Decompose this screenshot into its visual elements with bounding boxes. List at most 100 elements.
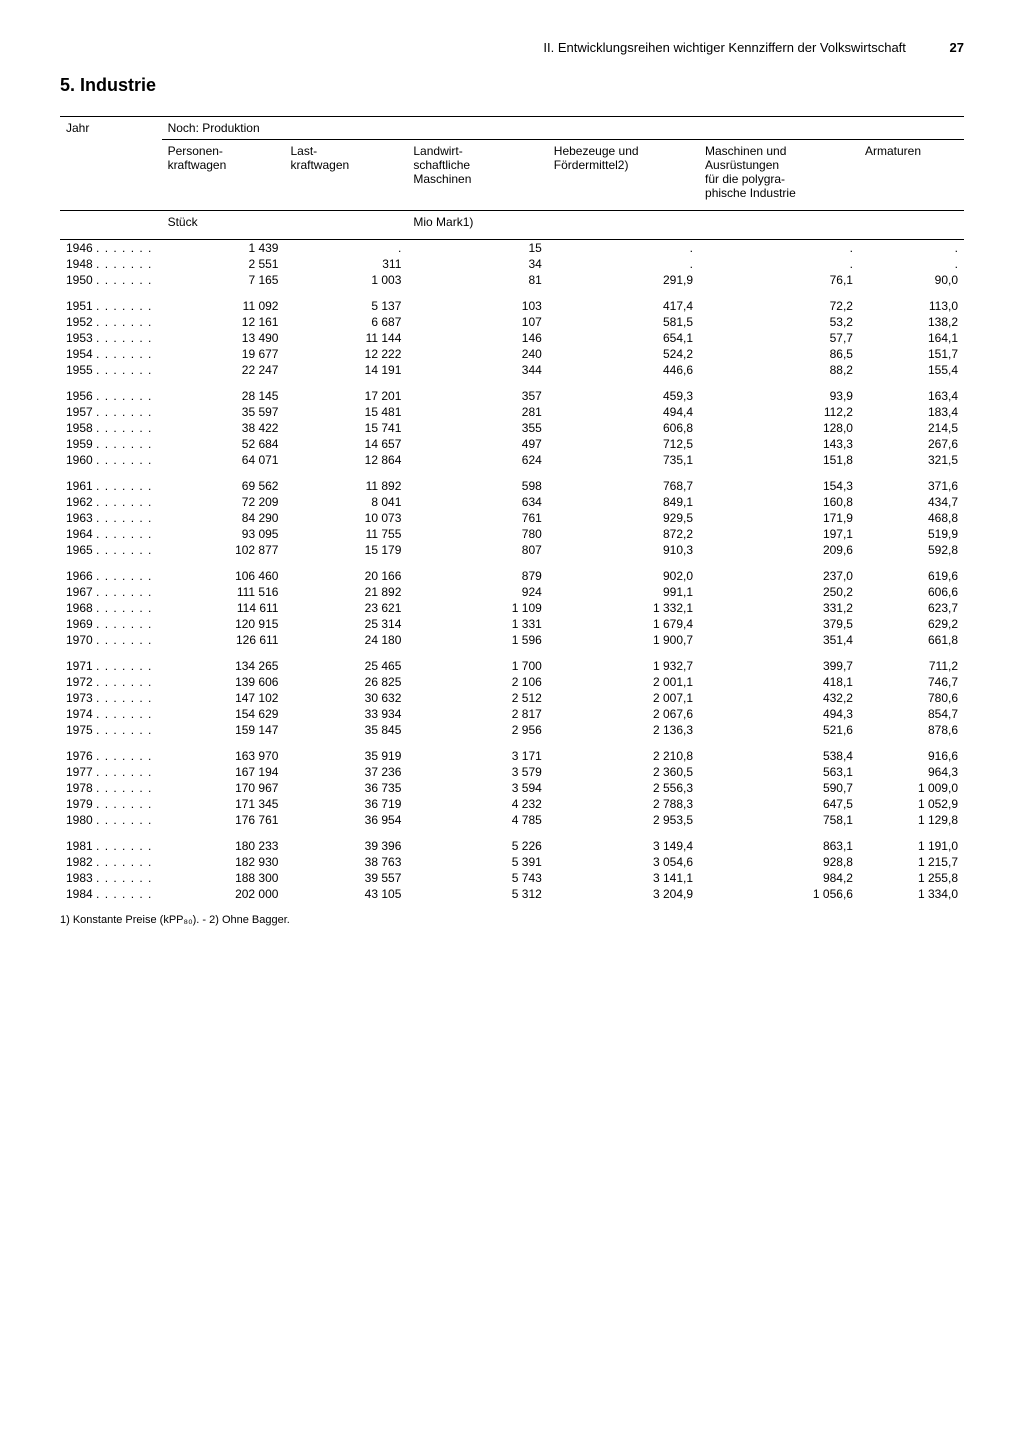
value-cell: 5 743 <box>407 870 547 886</box>
table-row: 1966 . . . . . . .106 46020 166879902,02… <box>60 568 964 584</box>
table-row: 1980 . . . . . . .176 76136 9544 7852 95… <box>60 812 964 828</box>
value-cell: 854,7 <box>859 706 964 722</box>
value-cell: 2 551 <box>162 256 285 272</box>
value-cell: 2 512 <box>407 690 547 706</box>
value-cell: 1 129,8 <box>859 812 964 828</box>
value-cell: 188 300 <box>162 870 285 886</box>
value-cell: 128,0 <box>699 420 859 436</box>
table-row: 1952 . . . . . . .12 1616 687107581,553,… <box>60 314 964 330</box>
value-cell: 5 137 <box>284 298 407 314</box>
table-row: 1962 . . . . . . .72 2098 041634849,1160… <box>60 494 964 510</box>
value-cell: 155,4 <box>859 362 964 378</box>
value-cell: 3 141,1 <box>548 870 699 886</box>
value-cell: 147 102 <box>162 690 285 706</box>
value-cell: 629,2 <box>859 616 964 632</box>
value-cell: 984,2 <box>699 870 859 886</box>
year-cell: 1968 . . . . . . . <box>60 600 162 616</box>
value-cell: 497 <box>407 436 547 452</box>
value-cell: 171 345 <box>162 796 285 812</box>
value-cell: 849,1 <box>548 494 699 510</box>
page-number: 27 <box>950 40 964 55</box>
col-header: Personen- kraftwagen <box>162 140 285 211</box>
value-cell: 14 657 <box>284 436 407 452</box>
col-year: Jahr <box>60 117 162 211</box>
value-cell: 3 149,4 <box>548 838 699 854</box>
table-row: 1982 . . . . . . .182 93038 7635 3913 05… <box>60 854 964 870</box>
value-cell: . <box>699 240 859 257</box>
value-cell: 2 067,6 <box>548 706 699 722</box>
value-cell: 321,5 <box>859 452 964 468</box>
value-cell: 36 719 <box>284 796 407 812</box>
value-cell: 111 516 <box>162 584 285 600</box>
value-cell: 634 <box>407 494 547 510</box>
value-cell: 606,8 <box>548 420 699 436</box>
table-row: 1967 . . . . . . .111 51621 892924991,12… <box>60 584 964 600</box>
footnote: 1) Konstante Preise (kPP₈₀). - 2) Ohne B… <box>60 914 964 926</box>
value-cell: 3 579 <box>407 764 547 780</box>
value-cell: 35 845 <box>284 722 407 738</box>
table-row: 1956 . . . . . . .28 14517 201357459,393… <box>60 388 964 404</box>
value-cell: 1 332,1 <box>548 600 699 616</box>
value-cell: 1 331 <box>407 616 547 632</box>
value-cell: 351,4 <box>699 632 859 648</box>
value-cell: 107 <box>407 314 547 330</box>
value-cell: 36 735 <box>284 780 407 796</box>
year-cell: 1970 . . . . . . . <box>60 632 162 648</box>
value-cell: 768,7 <box>548 478 699 494</box>
value-cell: 167 194 <box>162 764 285 780</box>
value-cell: 5 312 <box>407 886 547 902</box>
value-cell: 170 967 <box>162 780 285 796</box>
value-cell: 209,6 <box>699 542 859 558</box>
year-cell: 1977 . . . . . . . <box>60 764 162 780</box>
year-cell: 1973 . . . . . . . <box>60 690 162 706</box>
value-cell: 240 <box>407 346 547 362</box>
value-cell: 3 204,9 <box>548 886 699 902</box>
value-cell: 538,4 <box>699 748 859 764</box>
value-cell: 4 232 <box>407 796 547 812</box>
value-cell: 1 109 <box>407 600 547 616</box>
table-row: 1954 . . . . . . .19 67712 222240524,286… <box>60 346 964 362</box>
value-cell: 1 215,7 <box>859 854 964 870</box>
value-cell: 1 334,0 <box>859 886 964 902</box>
value-cell: 10 073 <box>284 510 407 526</box>
value-cell: 22 247 <box>162 362 285 378</box>
value-cell: 57,7 <box>699 330 859 346</box>
table-row: 1963 . . . . . . .84 29010 073761929,517… <box>60 510 964 526</box>
value-cell: 357 <box>407 388 547 404</box>
value-cell: 53,2 <box>699 314 859 330</box>
value-cell: 11 755 <box>284 526 407 542</box>
value-cell: 379,5 <box>699 616 859 632</box>
year-cell: 1984 . . . . . . . <box>60 886 162 902</box>
value-cell: 1 679,4 <box>548 616 699 632</box>
value-cell: 134 265 <box>162 658 285 674</box>
value-cell: 35 919 <box>284 748 407 764</box>
value-cell: 459,3 <box>548 388 699 404</box>
year-cell: 1961 . . . . . . . <box>60 478 162 494</box>
value-cell: 14 191 <box>284 362 407 378</box>
table-row: 1953 . . . . . . .13 49011 144146654,157… <box>60 330 964 346</box>
value-cell: 164,1 <box>859 330 964 346</box>
year-cell: 1972 . . . . . . . <box>60 674 162 690</box>
table-row: 1971 . . . . . . .134 26525 4651 7001 93… <box>60 658 964 674</box>
value-cell: 64 071 <box>162 452 285 468</box>
value-cell: 154 629 <box>162 706 285 722</box>
table-row: 1965 . . . . . . .102 87715 179807910,32… <box>60 542 964 558</box>
value-cell: 654,1 <box>548 330 699 346</box>
unit-left: Stück <box>162 211 408 240</box>
table-row: 1958 . . . . . . .38 42215 741355606,812… <box>60 420 964 436</box>
table-row: 1972 . . . . . . .139 60626 8252 1062 00… <box>60 674 964 690</box>
value-cell: 1 932,7 <box>548 658 699 674</box>
value-cell: . <box>859 240 964 257</box>
table-row: 1969 . . . . . . .120 91525 3141 3311 67… <box>60 616 964 632</box>
value-cell: 3 054,6 <box>548 854 699 870</box>
value-cell: 11 892 <box>284 478 407 494</box>
value-cell: 5 391 <box>407 854 547 870</box>
value-cell: 30 632 <box>284 690 407 706</box>
value-cell: 237,0 <box>699 568 859 584</box>
value-cell: 154,3 <box>699 478 859 494</box>
value-cell: 25 465 <box>284 658 407 674</box>
year-cell: 1963 . . . . . . . <box>60 510 162 526</box>
value-cell: 139 606 <box>162 674 285 690</box>
value-cell: 434,7 <box>859 494 964 510</box>
value-cell: 2 001,1 <box>548 674 699 690</box>
